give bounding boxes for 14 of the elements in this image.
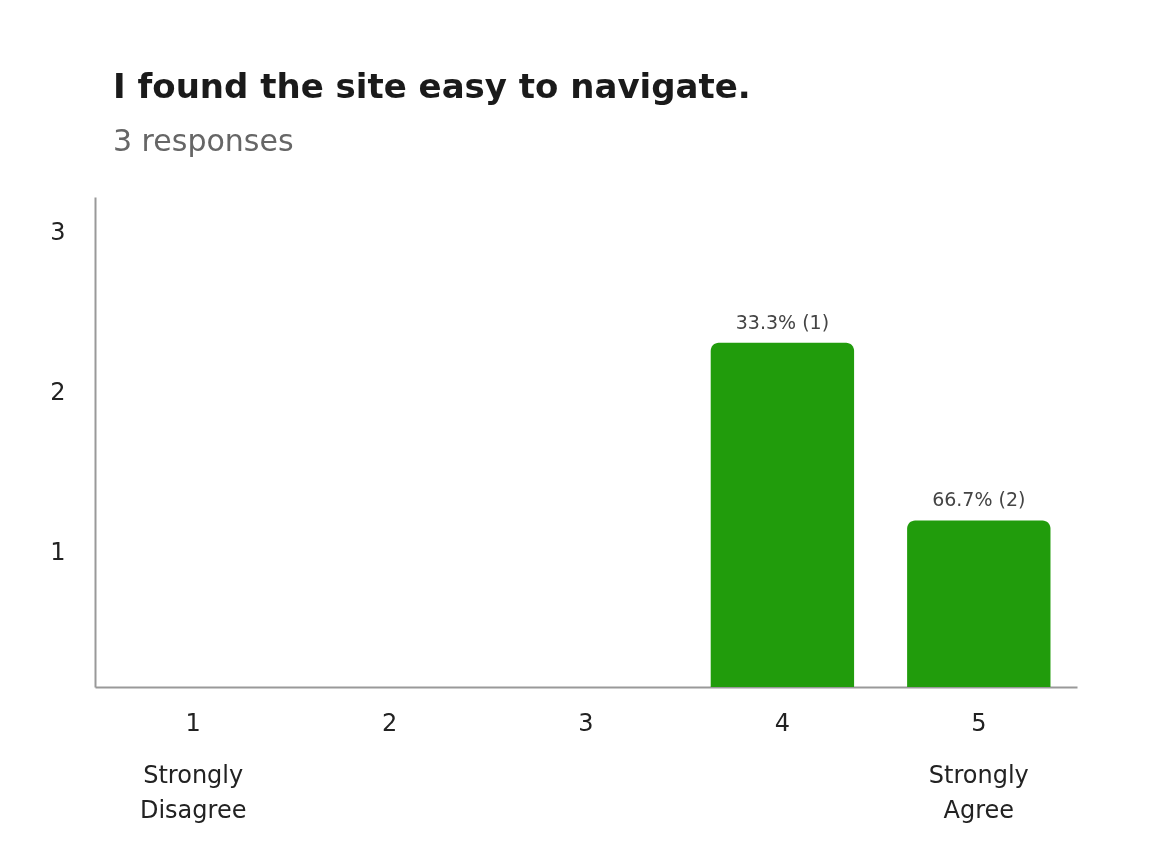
y-tick-label: 3	[50, 217, 66, 246]
y-tick-label: 2	[50, 377, 66, 406]
x-tick-label: 5	[971, 708, 987, 737]
y-tick-label: 1	[50, 537, 66, 566]
chart-title: I found the site easy to navigate.	[113, 66, 751, 106]
x-tick-label: 4	[774, 708, 791, 737]
annotation: 33.3% (1)	[735, 310, 830, 333]
x-tick-label: 3	[578, 708, 594, 737]
x-tick-label: 2	[381, 708, 398, 737]
text: Strongly Disagree	[139, 761, 247, 824]
chart-subtitle: 3 responses	[113, 123, 294, 158]
annotation: 66.7% (2)	[932, 488, 1026, 511]
text: Strongly Agree	[928, 761, 1029, 824]
x-tick-label: 1	[185, 708, 201, 737]
